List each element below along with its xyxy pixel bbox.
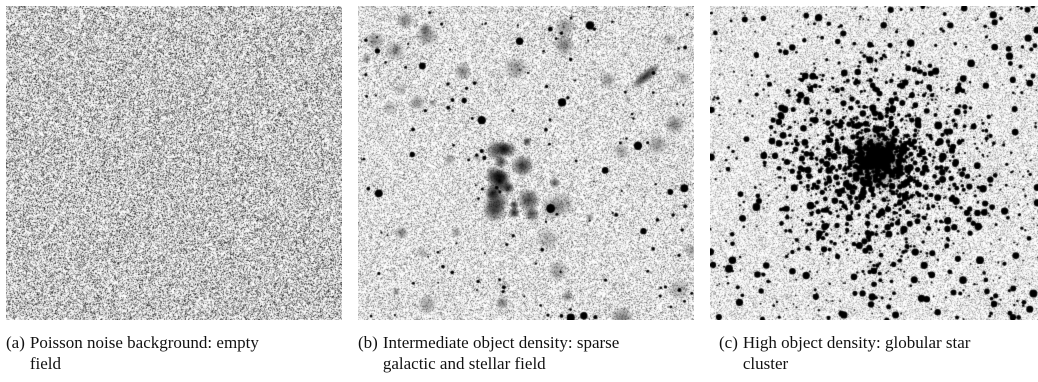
caption-c-tag: (c) bbox=[719, 333, 738, 352]
caption-c: (c) High object density: globular star c… bbox=[719, 332, 1038, 374]
sparse-field-image bbox=[358, 6, 694, 320]
globular-cluster-image bbox=[710, 6, 1038, 320]
caption-b-tag: (b) bbox=[358, 333, 378, 352]
caption-a: (a) Poisson noise background: empty fiel… bbox=[6, 332, 336, 374]
caption-a-tag: (a) bbox=[6, 333, 25, 352]
caption-b: (b) Intermediate object density: sparse … bbox=[358, 332, 688, 374]
caption-a-text: Poisson noise background: empty field bbox=[29, 333, 259, 373]
caption-b-text: Intermediate object density: sparse gala… bbox=[382, 333, 620, 373]
globular-cluster-canvas bbox=[710, 6, 1038, 320]
noise-background-image bbox=[6, 6, 342, 320]
caption-c-text: High object density: globular star clust… bbox=[742, 333, 971, 373]
noise-background-canvas bbox=[6, 6, 342, 320]
sparse-field-canvas bbox=[358, 6, 694, 320]
